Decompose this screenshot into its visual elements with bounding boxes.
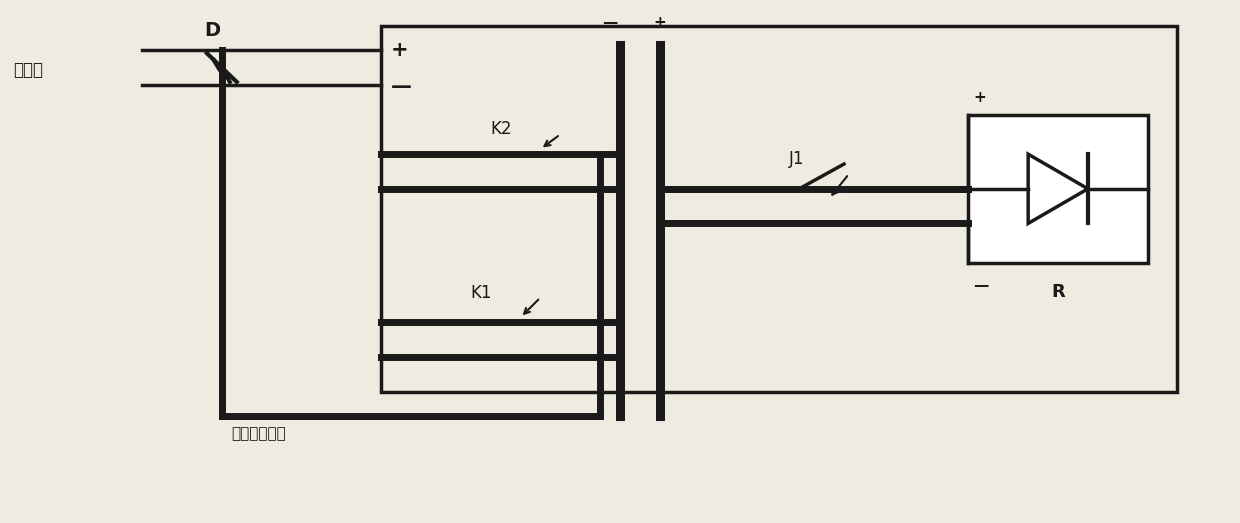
Text: K1: K1 bbox=[471, 283, 492, 302]
Text: —: — bbox=[973, 278, 988, 293]
Text: —: — bbox=[391, 77, 412, 97]
Bar bbox=[968, 115, 1148, 263]
Text: D: D bbox=[203, 21, 219, 40]
Text: R: R bbox=[1052, 283, 1065, 301]
Text: +: + bbox=[653, 16, 666, 30]
Text: —: — bbox=[603, 16, 618, 30]
Text: J1: J1 bbox=[789, 150, 805, 168]
Text: 直流馈出电缆: 直流馈出电缆 bbox=[232, 426, 286, 441]
Text: K2: K2 bbox=[491, 120, 512, 139]
Text: +: + bbox=[391, 40, 409, 60]
Text: 接触网: 接触网 bbox=[12, 61, 42, 79]
Bar bbox=[381, 26, 1178, 392]
Text: +: + bbox=[973, 89, 986, 105]
